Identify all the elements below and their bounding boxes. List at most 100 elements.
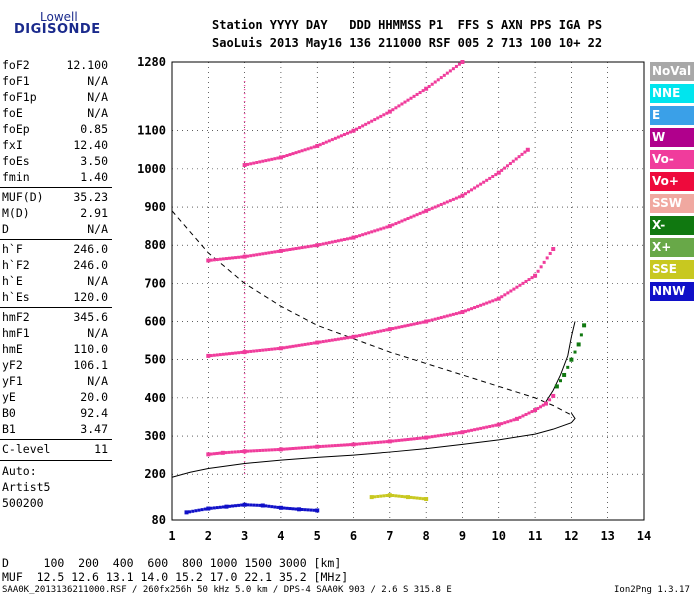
data-point [276,505,280,509]
data-point [321,141,325,145]
legend-item: X- [650,216,694,235]
param-row: foEs 3.50 [2,154,108,170]
data-point [349,335,353,339]
param-row: fxI 12.40 [2,138,108,154]
data-point [379,440,383,444]
header-line1: Station YYYY DAY DDD HHMMSS P1 FFS S AXN… [212,18,603,32]
data-point [569,357,574,362]
data-point [506,291,510,295]
data-point [387,109,392,114]
data-point [463,430,467,434]
data-point [394,326,398,330]
data-point [237,503,241,507]
data-point [358,334,362,338]
data-point [524,279,528,283]
data-point [246,350,250,354]
data-point [394,222,398,226]
data-point [267,448,271,452]
data-point [479,182,483,186]
data-point [267,158,271,162]
data-point [482,180,486,184]
data-point [218,505,222,509]
auto-version: 500200 [2,496,44,510]
data-point [255,253,259,257]
param-row: foEp 0.85 [2,122,108,138]
data-point [433,205,437,209]
data-point [297,246,301,250]
data-point [548,251,552,255]
data-point [500,295,504,299]
data-point [206,258,211,263]
data-point [439,202,443,206]
data-point [309,341,313,345]
param-row: foF1p N/A [2,90,108,106]
y-tick-label: 1280 [137,55,166,69]
data-point [409,96,413,100]
param-value: N/A [87,274,108,288]
x-tick-label: 3 [241,529,248,543]
data-point [294,507,298,511]
data-point [467,308,471,312]
data-point [270,505,274,509]
y-tick-label: 300 [144,429,166,443]
data-point [530,276,534,280]
data-point [442,433,446,437]
data-point [521,414,525,418]
data-point [300,508,304,512]
param-name: h`F2 [2,258,30,272]
data-point [236,450,240,454]
data-point [551,247,556,252]
data-point [270,157,274,161]
data-point [339,337,343,341]
data-point [303,508,307,512]
data-point [424,86,429,91]
data-point [249,503,253,507]
data-point [445,71,449,75]
data-point [421,497,425,501]
data-point [479,303,483,307]
data-point [294,446,298,450]
x-tick-label: 14 [637,529,651,543]
data-point [288,153,292,157]
data-point [303,148,307,152]
data-point [517,155,521,159]
data-point [543,401,548,406]
x-tick-label: 4 [277,529,284,543]
param-value: 110.0 [73,342,108,356]
data-point [345,336,349,340]
param-name: foEp [2,122,30,136]
legend-item: SSE [650,260,694,279]
data-point [439,76,443,80]
data-point [273,250,277,254]
data-point [454,196,458,200]
data-point [267,348,271,352]
data-point [270,448,274,452]
y-tick-label: 500 [144,353,166,367]
data-point [291,507,295,511]
data-point [234,504,238,508]
data-point [324,339,328,343]
data-point [403,100,407,104]
data-point [445,314,449,318]
data-point [345,131,349,135]
data-point [382,226,386,230]
x-tick-label: 7 [386,529,393,543]
data-point [249,449,253,453]
data-point [403,495,407,499]
data-point [511,159,515,163]
param-value: 20.0 [80,390,108,404]
data-point [476,184,480,188]
data-point [288,507,292,511]
data-point [418,91,422,95]
data-point [364,332,368,336]
data-point [339,443,343,447]
data-point [415,92,419,96]
param-row: foF2 12.100 [2,58,108,74]
data-point [406,98,410,102]
data-point [448,313,452,317]
data-point [545,256,549,260]
data-point [418,321,422,325]
data-point [367,332,371,336]
data-point [491,299,495,303]
data-point [400,494,404,498]
